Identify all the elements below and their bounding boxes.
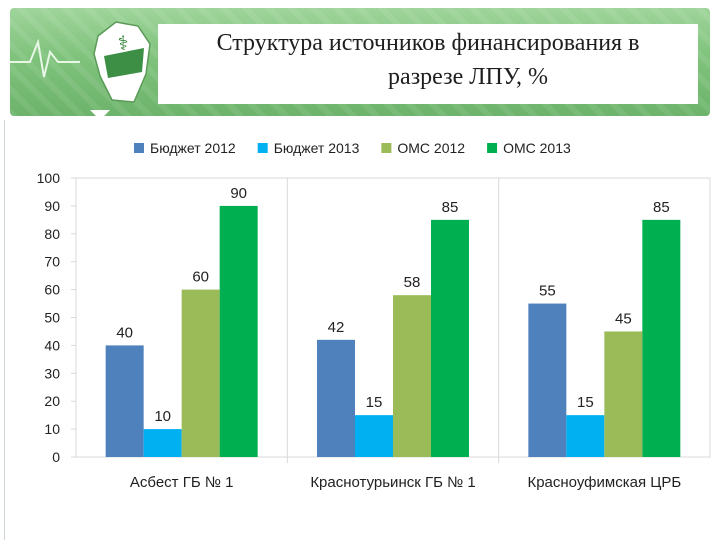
data-label: 15 [366,394,383,411]
slide-left-border [4,120,5,540]
legend-swatch [134,143,144,153]
data-label: 10 [154,408,171,425]
region-logo-icon: ⚕ [93,21,151,103]
y-tick-label: 40 [44,337,60,353]
y-tick-label: 20 [44,393,60,409]
data-label: 40 [116,324,133,341]
bar [393,295,431,457]
legend-swatch [257,143,268,153]
data-label: 85 [442,199,459,216]
legend-swatch [487,143,498,153]
banner-pointer-icon [90,110,110,120]
title-box: Структура источников финансирования в ра… [158,24,698,104]
y-tick-label: 50 [44,310,60,326]
page-title-line2: разрезе ЛПУ, % [388,64,548,90]
y-tick-label: 60 [44,282,60,298]
bar [181,289,220,457]
bar-chart: 0 10 20 30 40 50 60 70 80 90 100 Асбест ГБ № 1 40 10 6… [37,140,711,491]
bar [105,345,144,457]
ecg-line-icon [10,38,80,78]
y-tick-label: 90 [44,198,60,214]
svg-text:⚕: ⚕ [118,31,129,55]
x-tick-label: Краснотурьинск ГБ № 1 [310,474,475,491]
bar [604,331,643,457]
legend-swatch [381,143,392,153]
y-tick-label: 0 [52,449,60,465]
bar [219,205,258,457]
legend-label: ОМС 2013 [503,140,571,156]
y-tick-label: 70 [44,254,60,270]
data-label: 60 [192,269,209,286]
data-label: 90 [230,185,247,202]
legend-label: Бюджет 2012 [150,140,236,156]
data-label: 15 [577,394,594,411]
y-tick-label: 10 [44,421,60,437]
data-label: 45 [615,310,632,327]
x-tick-label: Асбест ГБ № 1 [130,474,234,491]
bar [566,415,605,457]
bar [642,219,681,457]
bar [317,339,355,457]
bar [431,219,469,457]
x-tick-label: Красноуфимская ЦРБ [527,474,681,491]
y-tick-label: 80 [44,226,60,242]
legend-label: ОМС 2012 [397,140,465,156]
page-title-line1: Структура источников финансирования в [216,30,640,56]
bar [143,429,182,457]
bar [355,415,393,457]
data-label: 42 [328,319,345,336]
data-label: 55 [539,283,556,300]
y-tick-label: 30 [44,365,60,381]
bar [528,303,567,457]
y-tick-label: 100 [37,170,61,186]
data-label: 58 [404,274,421,291]
legend-label: Бюджет 2013 [274,140,360,156]
data-label: 85 [653,199,670,216]
